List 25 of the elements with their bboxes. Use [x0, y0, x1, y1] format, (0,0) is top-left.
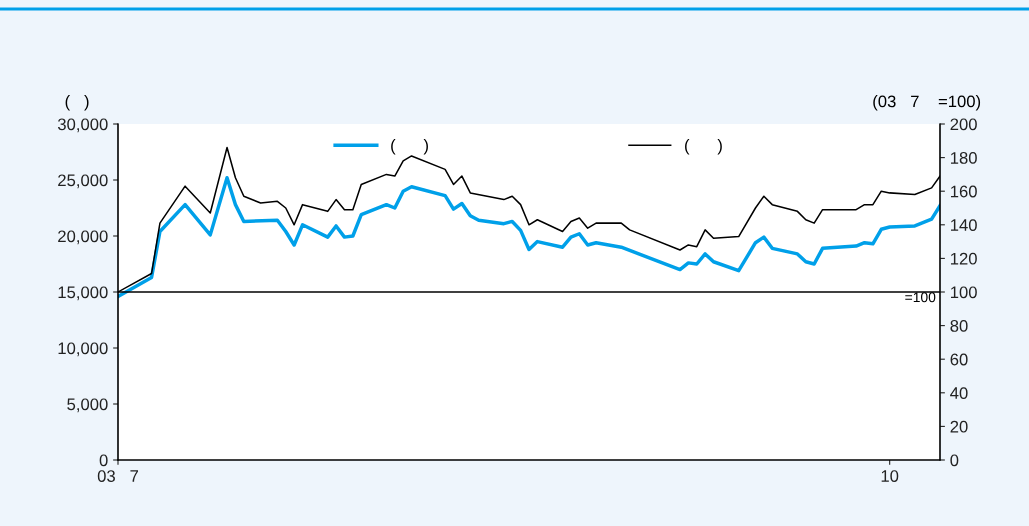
y2-axis-title: (03 7 =100) [873, 95, 981, 111]
y2-tick-label: 100 [950, 286, 977, 299]
x-tick-label: 03 7 [97, 470, 139, 482]
y-axis-title: ( ) [65, 95, 89, 111]
y-tick-label: 20,000 [58, 230, 108, 245]
ref-line-label: =100 [905, 292, 936, 303]
y-tick-label: 10,000 [58, 342, 108, 357]
legend-label: ( ) [685, 139, 722, 155]
legend-label: ( ) [391, 139, 428, 155]
y2-tick-label: 200 [950, 118, 977, 131]
y-tick-label: 30,000 [57, 118, 108, 133]
x-tick-label: 10 [881, 470, 899, 482]
y2-tick-label: 80 [950, 320, 968, 332]
y2-tick-label: 180 [950, 152, 977, 164]
y-tick-label: 0 [99, 454, 108, 467]
y2-tick-label: 0 [950, 454, 959, 467]
y2-tick-label: 140 [950, 219, 977, 231]
y2-tick-label: 160 [950, 185, 977, 198]
y-tick-label: 25,000 [58, 174, 108, 189]
y-tick-label: 15,000 [58, 286, 108, 301]
y-tick-label: 5,000 [67, 398, 108, 413]
y2-tick-label: 120 [950, 252, 977, 265]
y2-tick-label: 60 [950, 353, 968, 366]
y2-tick-label: 40 [950, 387, 968, 399]
y2-tick-label: 20 [950, 420, 968, 433]
